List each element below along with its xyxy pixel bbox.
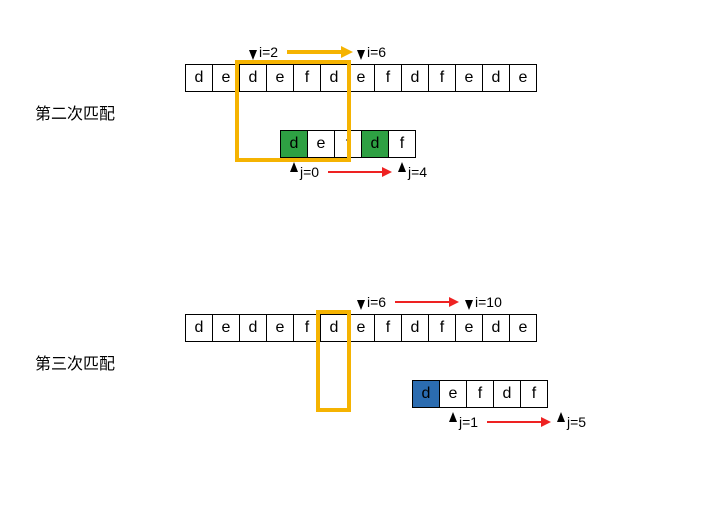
section-1-label: 第二次匹配	[35, 100, 115, 124]
text-cell: e	[212, 314, 240, 342]
up-arrow-icon	[290, 162, 298, 172]
text-cell: e	[347, 64, 375, 92]
text-cell: f	[293, 314, 321, 342]
down-arrow-icon	[249, 50, 257, 60]
text-cell: e	[455, 314, 483, 342]
text-cell: d	[239, 64, 267, 92]
pattern-cell: d	[361, 130, 389, 158]
text-cell: d	[482, 64, 510, 92]
down-arrow-icon	[465, 300, 473, 310]
down-arrow-icon	[357, 300, 365, 310]
index-label: j=0	[300, 164, 319, 180]
pattern-cell: e	[439, 380, 467, 408]
text-cell: d	[185, 64, 213, 92]
text-cell: f	[293, 64, 321, 92]
text-cell: e	[266, 314, 294, 342]
text-cell: e	[347, 314, 375, 342]
text-cell: f	[428, 64, 456, 92]
pattern-cell: d	[412, 380, 440, 408]
text-cell: e	[455, 64, 483, 92]
up-arrow-icon	[398, 162, 406, 172]
text-cell: d	[482, 314, 510, 342]
text-cell: f	[428, 314, 456, 342]
pattern-cell: d	[493, 380, 521, 408]
text-cell: e	[266, 64, 294, 92]
section-1-text-row: dedefdefdfede	[185, 64, 537, 92]
up-arrow-icon	[557, 412, 565, 422]
pattern-cell: f	[334, 130, 362, 158]
text-cell: d	[401, 64, 429, 92]
diagram-root: 第二次匹配 dedefdefdfede defdf 第三次匹配 dedefdef…	[0, 0, 725, 512]
text-cell: d	[401, 314, 429, 342]
text-cell: f	[374, 314, 402, 342]
index-label: i=10	[475, 294, 502, 310]
down-arrow-icon	[357, 50, 365, 60]
pattern-cell: d	[280, 130, 308, 158]
section-2-label: 第三次匹配	[35, 350, 115, 374]
text-cell: e	[212, 64, 240, 92]
pattern-cell: f	[520, 380, 548, 408]
text-cell: d	[239, 314, 267, 342]
text-cell: d	[320, 314, 348, 342]
pattern-cell: f	[388, 130, 416, 158]
index-label: j=1	[459, 414, 478, 430]
index-label: j=5	[567, 414, 586, 430]
pattern-cell: f	[466, 380, 494, 408]
text-cell: e	[509, 64, 537, 92]
text-cell: f	[374, 64, 402, 92]
index-label: i=6	[367, 294, 386, 310]
text-cell: d	[320, 64, 348, 92]
index-label: i=6	[367, 44, 386, 60]
index-label: j=4	[408, 164, 427, 180]
text-cell: d	[185, 314, 213, 342]
section-2-pattern-row: defdf	[412, 380, 548, 408]
pattern-cell: e	[307, 130, 335, 158]
section-2-text-row: dedefdefdfede	[185, 314, 537, 342]
text-cell: e	[509, 314, 537, 342]
up-arrow-icon	[449, 412, 457, 422]
section-1-pattern-row: defdf	[280, 130, 416, 158]
index-label: i=2	[259, 44, 278, 60]
